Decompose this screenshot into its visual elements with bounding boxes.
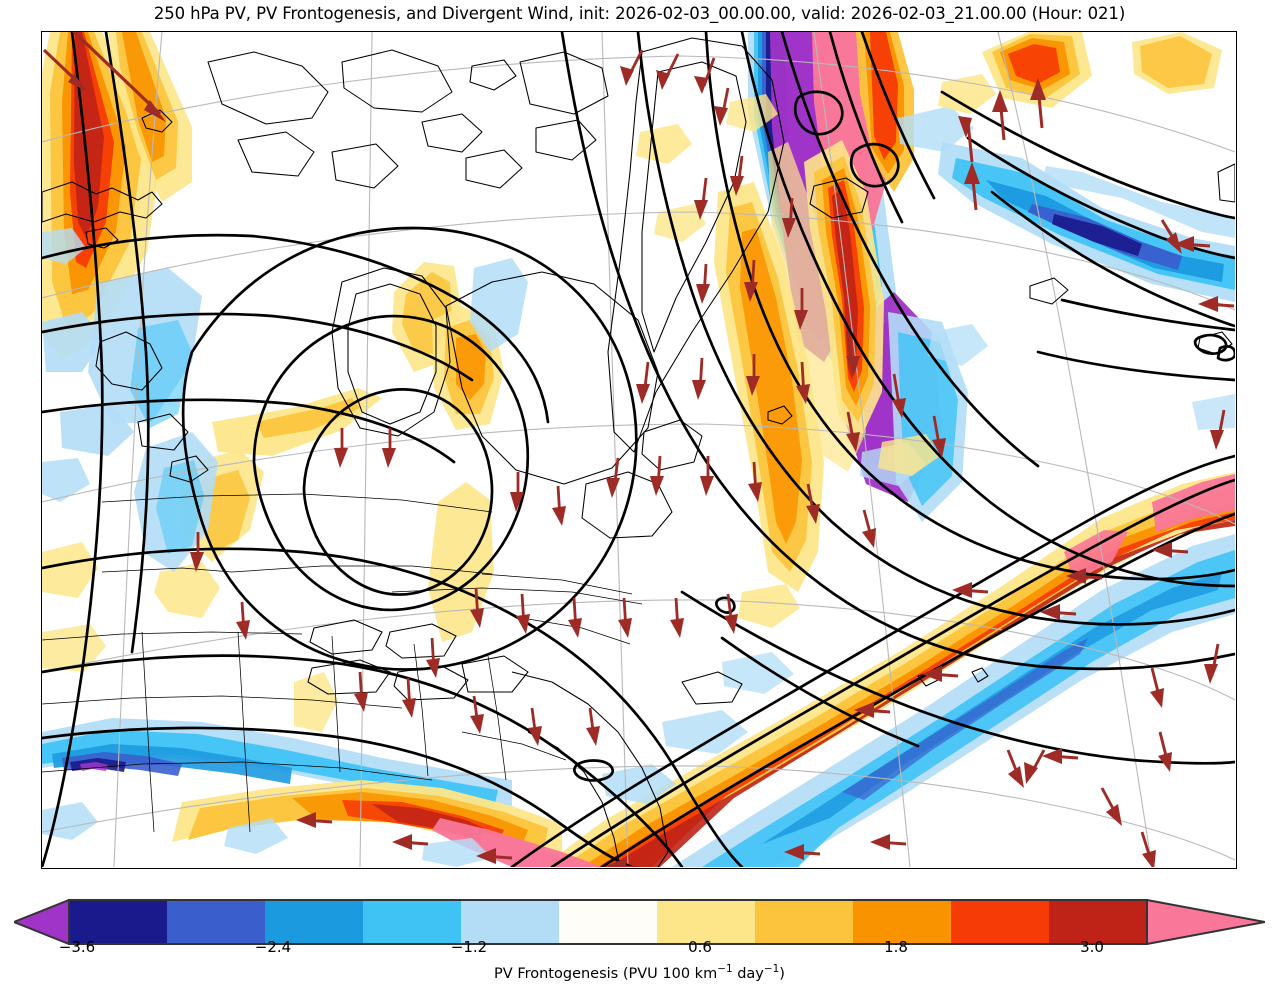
colorbar-label-exp2: −1 [763, 963, 780, 976]
colorbar-tick-0: −3.6 [58, 938, 96, 956]
colorbar-svg [14, 899, 1265, 945]
pv-contours [42, 32, 1235, 867]
colorbar-tick-2: −1.2 [450, 938, 488, 956]
map-state-borders [42, 493, 643, 833]
colorbar-label-exp1: −1 [717, 963, 733, 976]
map-plot-area[interactable] [41, 31, 1237, 869]
colorbar-segments [69, 900, 1147, 944]
page-title: 250 hPa PV, PV Frontogenesis, and Diverg… [153, 4, 1126, 23]
map-svg [42, 32, 1235, 867]
divergent-wind-arrows [42, 32, 1235, 867]
colorbar-tick-5: 3.0 [1080, 938, 1104, 956]
colorbar-tick-4: 1.8 [884, 938, 908, 956]
colorbar-label-end: ) [779, 966, 785, 982]
colorbar-tick-1: −2.4 [254, 938, 292, 956]
colorbar[interactable] [14, 899, 1265, 945]
colorbar-axis-label: PV Frontogenesis (PVU 100 km−1 day−1) [0, 963, 1279, 982]
frontogenesis-shading [42, 32, 1235, 867]
colorbar-label-main: PV Frontogenesis (PVU 100 km [494, 966, 718, 982]
colorbar-tick-3: 0.6 [688, 938, 712, 956]
colorbar-outline [68, 899, 1148, 945]
colorbar-label-mid: day [732, 966, 764, 982]
colorbar-tick-labels: −3.6 −2.4 −1.2 0.6 1.8 3.0 [0, 938, 1279, 962]
